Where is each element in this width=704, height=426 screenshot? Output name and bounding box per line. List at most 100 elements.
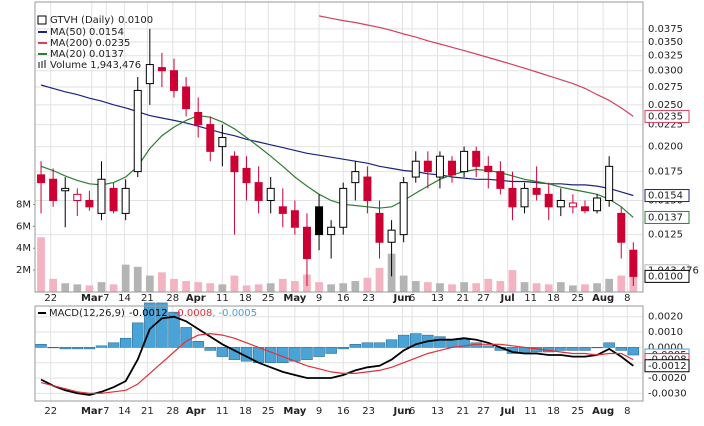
value-box: [644, 109, 690, 123]
candle-body: [435, 155, 444, 178]
candle-body: [508, 187, 517, 208]
volume-bar: [254, 284, 263, 292]
legend-entry: MA(200) 0.0235: [50, 38, 130, 49]
x-tick-label: 23: [362, 293, 375, 304]
volume-bar: [569, 285, 577, 292]
volume-bar: [484, 278, 493, 292]
histogram-bar: [603, 342, 615, 348]
candle-body: [290, 210, 299, 228]
candle-body: [170, 70, 179, 91]
volume-bar: [278, 278, 287, 292]
x-tick-label: May: [283, 293, 306, 304]
volume-bar: [170, 278, 178, 292]
histogram-bar: [627, 347, 640, 356]
candle-body: [182, 86, 191, 110]
volume-bar: [593, 283, 601, 292]
legend-title-text: GTVH (Daily): [50, 15, 114, 26]
volume-bar: [218, 284, 227, 292]
x-tick-label: 8: [624, 406, 630, 417]
candle-body: [85, 199, 94, 208]
histogram-bar: [325, 347, 337, 354]
histogram-bar: [204, 347, 216, 351]
candle-body: [37, 174, 46, 184]
volume-bar: [436, 283, 444, 292]
volume-bar: [206, 283, 215, 292]
macd-line: [40, 332, 634, 394]
candle-body: [121, 187, 130, 214]
macd-legend: MACD(12,26,9) -0.0012, -0.0008, -0.0005: [49, 308, 257, 319]
value-box-label: 0.0100: [648, 271, 683, 282]
y-tick-label: 0.0325: [648, 51, 683, 62]
volume-tick-label: 2M: [16, 265, 31, 276]
x-tick-label: 21: [141, 406, 154, 417]
macd-line: [40, 315, 634, 396]
legend-value: 0.0154: [89, 27, 124, 38]
value-box: [644, 269, 690, 283]
value-box: [644, 210, 690, 224]
histogram-bar: [132, 322, 144, 348]
legend-name: MA(50): [50, 27, 86, 38]
volume-bar: [423, 282, 432, 292]
data-layer: [35, 15, 640, 396]
value-box-label: 0.0137: [648, 212, 683, 223]
y-tick-label: 0.0010: [648, 327, 683, 338]
x-tick-label: 28: [166, 406, 179, 417]
histogram-bar: [95, 345, 108, 348]
value-box: [644, 359, 690, 373]
x-tick-label: Jun: [392, 293, 411, 304]
candle-body: [254, 182, 263, 201]
x-tick-label: 25: [262, 293, 275, 304]
x-tick-label: 6: [409, 293, 415, 304]
legend-name: MA(200): [50, 38, 92, 49]
candle-body: [206, 124, 215, 152]
candle-body: [496, 171, 505, 189]
volume-bar: [581, 284, 589, 292]
volume-bar: [291, 281, 299, 292]
candle-body: [278, 206, 287, 214]
candle-body: [617, 212, 626, 243]
x-tick-label: 13: [431, 406, 444, 417]
x-tick-label: Apr: [186, 406, 206, 417]
candle-body: [472, 150, 481, 167]
value-box: [644, 189, 690, 203]
x-tick-label: 28: [166, 293, 179, 304]
volume-bar: [133, 266, 142, 292]
legend-entry: MA(50) 0.0154: [50, 27, 124, 38]
x-tick-label: 11: [216, 293, 229, 304]
y-tick-label: 0.0200: [648, 142, 683, 153]
x-tick-label: 11: [216, 406, 229, 417]
candle-body: [339, 187, 348, 228]
x-tick-label: 9: [316, 406, 322, 417]
volume-bar: [508, 270, 517, 292]
legend-separator: ,: [168, 308, 171, 319]
candle-body: [387, 229, 396, 243]
histogram-bar: [482, 345, 494, 348]
histogram-bar: [47, 347, 59, 349]
volume-bar: [460, 282, 468, 292]
volume-bar: [109, 284, 118, 292]
x-tick-label: Jul: [499, 406, 514, 417]
x-tick-label: 14: [118, 406, 131, 417]
x-tick-label: 21: [141, 293, 154, 304]
y-tick-label: 0.0000: [648, 342, 683, 353]
candle-body: [423, 160, 432, 173]
volume-bar: [194, 282, 203, 292]
candle-body: [460, 150, 469, 173]
histogram-bar: [410, 333, 422, 348]
legend-separator: ,: [212, 308, 215, 319]
volume-bar: [242, 285, 251, 292]
y-tick-label: 0.0125: [648, 230, 683, 241]
x-tick-label: 18: [239, 406, 252, 417]
x-tick-label: 18: [547, 293, 560, 304]
candle-body: [194, 111, 203, 126]
y-tick-label: 0.0350: [648, 37, 683, 48]
candle-body: [484, 165, 493, 173]
histogram-bar: [373, 342, 386, 348]
x-tick-label: 21: [457, 293, 470, 304]
volume-bar: [49, 278, 57, 292]
volume-bar: [363, 277, 372, 292]
legend-icon: [37, 15, 47, 25]
candle-body: [448, 160, 457, 176]
y-tick-label: 0.0225: [648, 120, 683, 131]
x-tick-label: 11: [524, 293, 537, 304]
